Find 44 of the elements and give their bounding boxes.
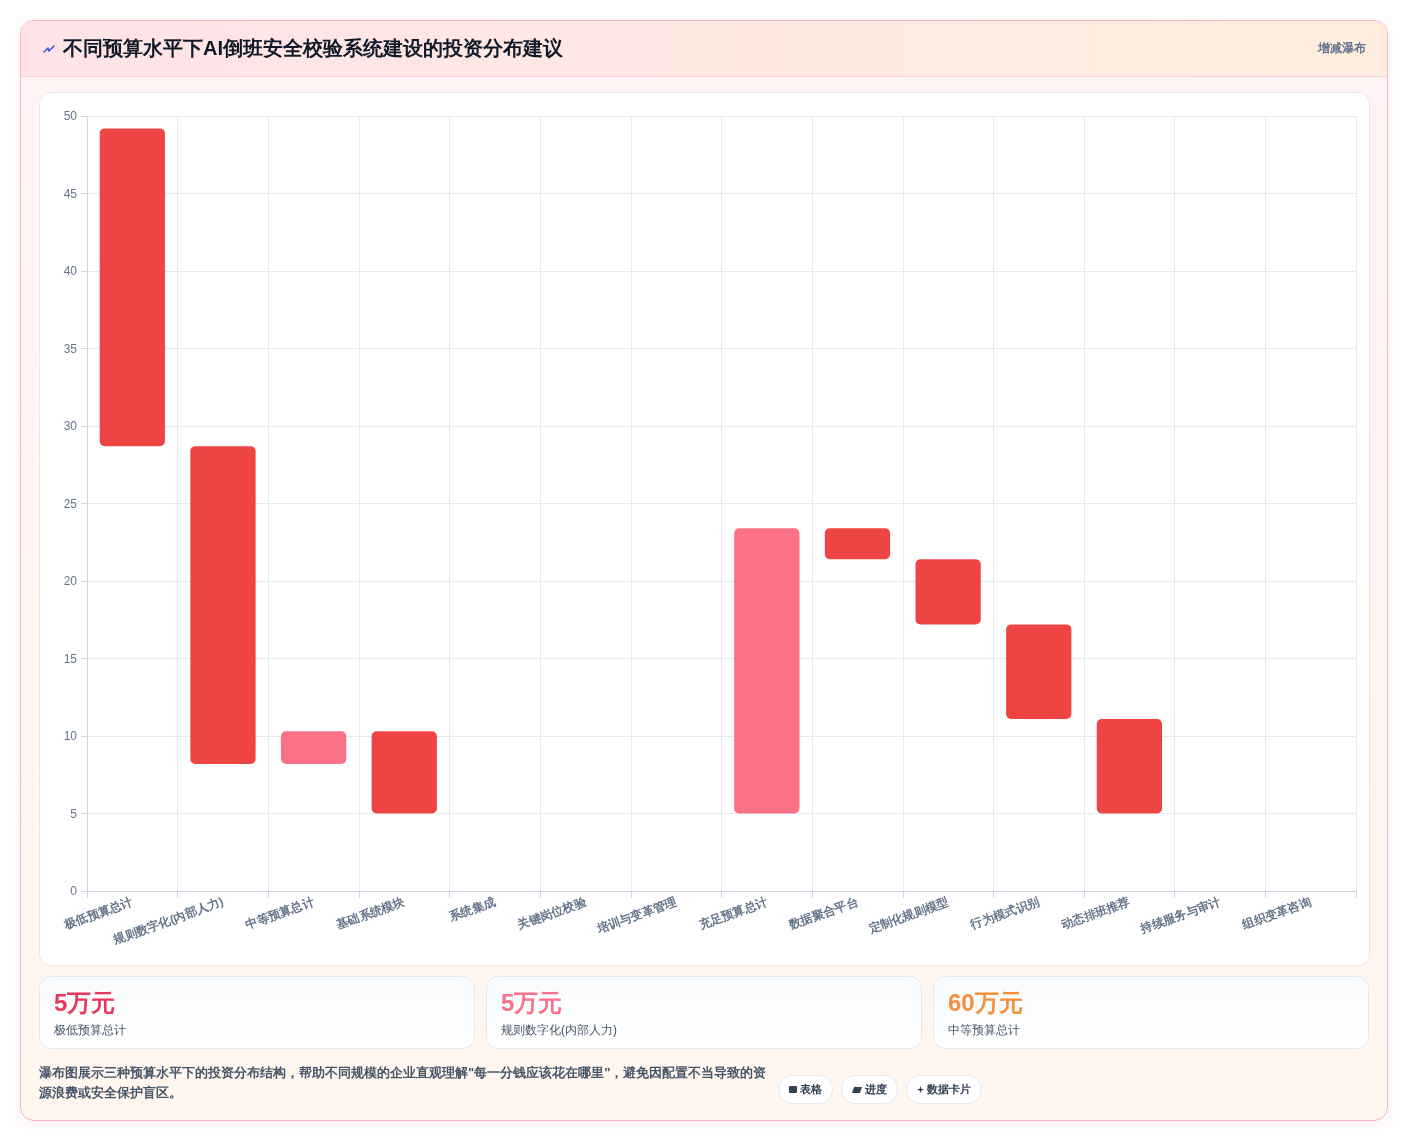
x-tick-label: 行为模式识别 — [967, 894, 1042, 933]
chart-subtitle: 增减瀑布 — [1318, 40, 1366, 57]
x-tick-label: 培训与变革管理 — [593, 894, 679, 937]
text: 5万元 — [54, 988, 116, 1018]
x-tick-label: 定制化规则模型 — [865, 894, 951, 937]
text: 数据卡片 — [906, 1075, 982, 1104]
text: 60万元 — [948, 988, 1023, 1018]
y-tick-label: 35 — [63, 341, 78, 356]
y-tick-label: 50 — [63, 109, 78, 123]
x-tick-label: 持续服务与审计 — [1137, 894, 1223, 937]
x-tick-label: 组织变革咨询 — [1239, 894, 1314, 933]
x-tick-label: 动态排班推荐 — [1058, 894, 1132, 933]
y-tick-label: 15 — [63, 651, 78, 666]
x-tick-label: 基础系统模块 — [333, 894, 407, 933]
text: 中等预算总计 — [948, 1022, 1020, 1039]
text: 瀑布图展示三种预算水平下的投资分布结构，帮助不同规模的企业直观理解"每一分钱应该花在哪里"，避免因配置不当导致的资源浪费或安全保护盲区。 — [39, 1064, 768, 1102]
bar — [734, 528, 800, 814]
y-tick-label: 45 — [63, 186, 78, 201]
bar — [280, 731, 347, 764]
y-tick-label: 5 — [70, 806, 78, 821]
y-tick-label: 0 — [70, 884, 78, 898]
bar — [190, 446, 256, 764]
text: 5万元 — [501, 988, 563, 1018]
x-tick-label: 充足预算总计 — [695, 894, 770, 933]
bar — [915, 559, 981, 625]
text: 进度 — [841, 1075, 898, 1104]
x-tick-label: 中等预算总计 — [243, 894, 316, 933]
y-tick-label: 30 — [63, 419, 78, 433]
bar — [1006, 624, 1072, 719]
bar — [1096, 718, 1163, 814]
bar — [99, 128, 165, 447]
text: 极低预算总计 — [54, 1022, 126, 1039]
bar — [371, 731, 437, 814]
y-tick-label: 25 — [63, 496, 78, 511]
y-tick-label: 10 — [63, 729, 78, 743]
x-tick-label: 关键岗位校验 — [514, 894, 589, 933]
text: 表格 — [778, 1075, 833, 1104]
x-tick-label: 系统集成 — [446, 894, 498, 925]
chart-title: 不同预算水平下AI倒班安全校验系统建设的投资分布建议 — [63, 36, 563, 61]
bar — [824, 528, 891, 560]
text: 规则数字化(内部人力) — [501, 1022, 617, 1039]
y-tick-label: 20 — [63, 574, 78, 588]
x-tick-label: 数据聚合平台 — [786, 894, 860, 933]
y-tick-label: 40 — [63, 264, 78, 278]
